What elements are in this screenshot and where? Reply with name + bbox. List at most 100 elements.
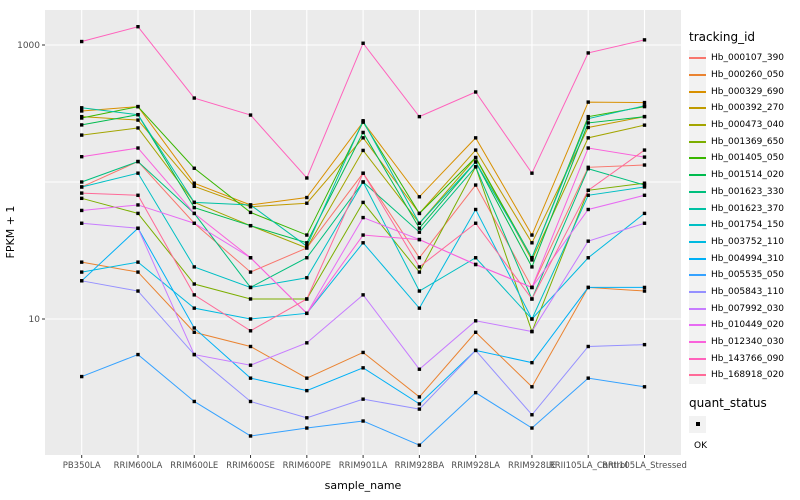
data-point — [192, 211, 196, 216]
legend-color-line — [689, 324, 706, 327]
data-point — [417, 443, 422, 447]
data-point — [80, 191, 84, 195]
legend-key — [689, 166, 706, 184]
legend-color-line — [689, 157, 706, 160]
legend-entry: Hb_000473_040 — [689, 116, 799, 134]
data-point — [473, 155, 478, 160]
legend-entry: Hb_004994_310 — [689, 250, 799, 268]
data-point — [361, 397, 365, 401]
data-point — [305, 246, 309, 250]
data-point — [417, 114, 422, 119]
legend-entry-label: Hb_007992_030 — [711, 303, 785, 314]
data-point — [248, 376, 253, 380]
data-point — [192, 352, 196, 357]
x-tick-label: RRIM901LA — [339, 461, 388, 471]
data-point — [136, 118, 140, 122]
data-point — [530, 297, 534, 301]
data-point — [361, 41, 365, 45]
legend-entry-label: Hb_001754_150 — [711, 220, 785, 231]
data-point — [642, 163, 647, 167]
legend-key — [689, 99, 706, 117]
data-point — [305, 388, 309, 393]
data-point — [417, 256, 422, 260]
legend-entry-label: Hb_001623_330 — [711, 186, 785, 197]
quant-entry: OK — [689, 415, 799, 452]
data-point — [473, 207, 478, 212]
legend-color-line — [689, 140, 706, 143]
data-point — [192, 282, 196, 286]
data-point — [80, 374, 84, 379]
data-point — [586, 100, 590, 104]
data-point — [192, 399, 196, 404]
y-tick-label: 10 — [29, 315, 41, 325]
legend-entry-label: Hb_143766_090 — [711, 353, 785, 364]
legend-entry-label: Hb_001623_370 — [711, 203, 785, 214]
data-point — [361, 350, 365, 355]
legend-entry: Hb_001514_020 — [689, 166, 799, 184]
data-point — [417, 306, 422, 310]
x-axis-title: sample_name — [325, 479, 402, 492]
data-point — [192, 205, 196, 210]
legend-color-line — [689, 290, 706, 293]
legend-key — [689, 133, 706, 151]
data-point — [192, 330, 196, 334]
legend-key — [689, 250, 706, 268]
data-point — [642, 289, 647, 293]
data-point — [192, 306, 196, 310]
data-point — [642, 104, 647, 108]
data-point — [642, 385, 647, 389]
legend-key — [689, 266, 706, 284]
data-point — [305, 297, 309, 301]
data-point — [586, 285, 590, 290]
data-point — [80, 221, 84, 225]
data-point — [361, 136, 365, 140]
data-point — [361, 293, 365, 297]
data-point — [642, 342, 647, 347]
legend-color-line — [689, 90, 706, 93]
data-point — [642, 183, 647, 187]
data-point — [530, 329, 534, 334]
data-point — [530, 265, 534, 269]
legend-entry-label: Hb_005535_050 — [711, 270, 785, 281]
legend-entry-label: Hb_004994_310 — [711, 253, 785, 264]
x-tick-label: RRII105LA_Stressed — [602, 461, 687, 471]
data-point — [248, 205, 253, 209]
legend-entry-label: Hb_005843_110 — [711, 286, 785, 297]
legend-entry: Hb_143766_090 — [689, 350, 799, 368]
legend-entry-label: Hb_003752_110 — [711, 236, 785, 247]
legend-key — [689, 283, 706, 301]
data-point — [417, 402, 422, 406]
data-point — [473, 136, 478, 140]
data-point — [417, 195, 422, 199]
data-point — [192, 293, 196, 297]
data-point — [80, 196, 84, 201]
legend-entry: Hb_000329_690 — [689, 83, 799, 101]
data-point — [530, 360, 534, 365]
legend-entry: Hb_000392_270 — [689, 99, 799, 117]
data-point — [80, 133, 84, 137]
legend-key — [689, 66, 706, 84]
legend-key — [689, 49, 706, 67]
data-point — [305, 426, 309, 430]
legend-entry: Hb_001754_150 — [689, 216, 799, 234]
legend-entry-label: Hb_000107_390 — [711, 53, 785, 64]
data-point — [417, 226, 422, 230]
data-point — [305, 416, 309, 420]
data-point — [361, 180, 365, 184]
data-point — [530, 426, 534, 430]
data-point — [530, 256, 534, 260]
data-point — [192, 221, 196, 225]
legend-entry: Hb_001405_050 — [689, 149, 799, 167]
data-point — [530, 317, 534, 321]
data-point — [642, 155, 647, 159]
legend-key — [689, 300, 706, 318]
quant-key — [689, 415, 706, 433]
data-point — [136, 25, 140, 29]
data-point — [192, 181, 196, 185]
data-point — [642, 185, 647, 189]
data-point — [248, 223, 253, 228]
data-point — [305, 276, 309, 280]
data-point — [586, 193, 590, 197]
data-point — [136, 211, 140, 216]
